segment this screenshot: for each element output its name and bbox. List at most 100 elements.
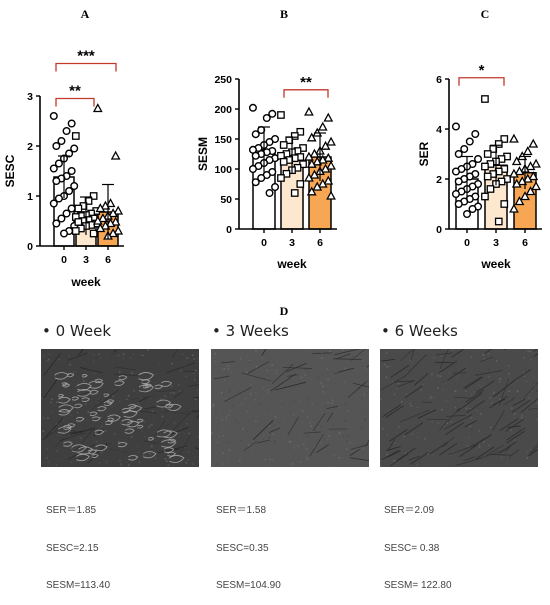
photo-grain bbox=[328, 436, 330, 438]
photo-grain bbox=[352, 426, 354, 428]
photo-grain bbox=[513, 396, 515, 398]
photo-grain bbox=[218, 445, 220, 447]
photo-grain bbox=[238, 391, 240, 393]
photo-grain bbox=[393, 460, 395, 462]
photo-grain bbox=[276, 414, 278, 416]
photo-grain bbox=[87, 412, 89, 414]
photo-grain bbox=[217, 442, 219, 444]
photo-grain bbox=[469, 426, 471, 428]
photo-grain bbox=[137, 371, 139, 373]
photo-grain bbox=[348, 435, 350, 437]
data-point bbox=[453, 123, 460, 130]
photo-grain bbox=[279, 422, 281, 424]
photo-grain bbox=[397, 388, 399, 390]
photo-grain bbox=[143, 455, 145, 457]
photo-grain bbox=[308, 458, 310, 460]
data-point bbox=[496, 218, 502, 224]
photo-grain bbox=[197, 353, 199, 355]
photo-grain bbox=[186, 357, 188, 359]
photo-grain bbox=[530, 431, 532, 433]
data-point bbox=[281, 142, 287, 148]
photo-grain bbox=[519, 372, 521, 374]
photo-grain bbox=[152, 410, 154, 412]
photo-grain bbox=[489, 397, 491, 399]
metric-sesc: SESC=0.35 bbox=[216, 543, 281, 556]
photo-grain bbox=[274, 441, 276, 443]
photo-furrow bbox=[452, 373, 466, 374]
photo-grain bbox=[255, 421, 257, 423]
photo-grain bbox=[480, 413, 482, 415]
photo-grain bbox=[339, 433, 341, 435]
photo-grain bbox=[140, 354, 142, 356]
photo-grain bbox=[301, 360, 303, 362]
photo-grain bbox=[86, 404, 88, 406]
photo-grain bbox=[321, 358, 323, 360]
photo-grain bbox=[471, 429, 473, 431]
photo-grain bbox=[247, 411, 249, 413]
photo-grain bbox=[43, 431, 45, 433]
photo-grain bbox=[389, 365, 391, 367]
photo-grain bbox=[80, 437, 82, 439]
photo-grain bbox=[503, 456, 505, 458]
photo-grain bbox=[400, 350, 402, 352]
photo-grain bbox=[92, 373, 94, 375]
photo-grain bbox=[71, 462, 73, 464]
photo-grain bbox=[263, 377, 265, 379]
photo-grain bbox=[521, 417, 523, 419]
photo-grain bbox=[327, 379, 329, 381]
photo-grain bbox=[524, 376, 526, 378]
photo-grain bbox=[165, 458, 167, 460]
photo-grain bbox=[417, 353, 419, 355]
photo-grain bbox=[435, 436, 437, 438]
photo-grain bbox=[430, 397, 432, 399]
photo-grain bbox=[221, 369, 223, 371]
photo-grain bbox=[405, 422, 407, 424]
photo-grain bbox=[58, 360, 60, 362]
photo-grain bbox=[150, 398, 152, 400]
photo-grain bbox=[309, 375, 311, 377]
photo-grain bbox=[158, 363, 160, 365]
photo-grain bbox=[293, 400, 295, 402]
y-tick-label: 2 bbox=[436, 174, 442, 186]
data-point bbox=[482, 193, 488, 199]
photo-grain bbox=[498, 426, 500, 428]
photo-grain bbox=[85, 350, 87, 352]
photo-grain bbox=[266, 465, 268, 467]
photo-grain bbox=[149, 425, 151, 427]
photo-grain bbox=[238, 426, 240, 428]
photo-grain bbox=[533, 376, 535, 378]
photo-grain bbox=[426, 423, 428, 425]
photo-grain bbox=[266, 370, 268, 372]
photo-grain bbox=[226, 419, 228, 421]
photo-grain bbox=[291, 439, 293, 441]
photo-grain bbox=[179, 432, 181, 434]
photo-grain bbox=[284, 351, 286, 353]
photo-grain bbox=[454, 390, 456, 392]
photo-grain bbox=[308, 372, 310, 374]
photo-grain bbox=[63, 419, 65, 421]
photo-grain bbox=[303, 444, 305, 446]
photo-grain bbox=[216, 463, 218, 465]
photo-grain bbox=[252, 450, 254, 452]
photo-grain bbox=[68, 355, 70, 357]
photo-grain bbox=[221, 385, 223, 387]
photo-grain bbox=[417, 436, 419, 438]
photo-grain bbox=[346, 448, 348, 450]
photo-grain bbox=[294, 395, 296, 397]
x-axis-title: week bbox=[480, 257, 511, 271]
photo-grain bbox=[535, 465, 537, 467]
photo-grain bbox=[225, 373, 227, 375]
photo-grain bbox=[322, 374, 324, 376]
photo-grain bbox=[258, 403, 260, 405]
photo-grain bbox=[192, 354, 194, 356]
data-point bbox=[75, 205, 81, 211]
photo-grain bbox=[180, 370, 182, 372]
photo-grain bbox=[526, 451, 528, 453]
photo-grain bbox=[445, 383, 447, 385]
photo-grain bbox=[496, 360, 498, 362]
photo-grain bbox=[428, 453, 430, 455]
photo-grain bbox=[461, 385, 463, 387]
photo-grain bbox=[143, 355, 145, 357]
photo-grain bbox=[135, 427, 137, 429]
y-tick-label: 1 bbox=[27, 191, 33, 203]
